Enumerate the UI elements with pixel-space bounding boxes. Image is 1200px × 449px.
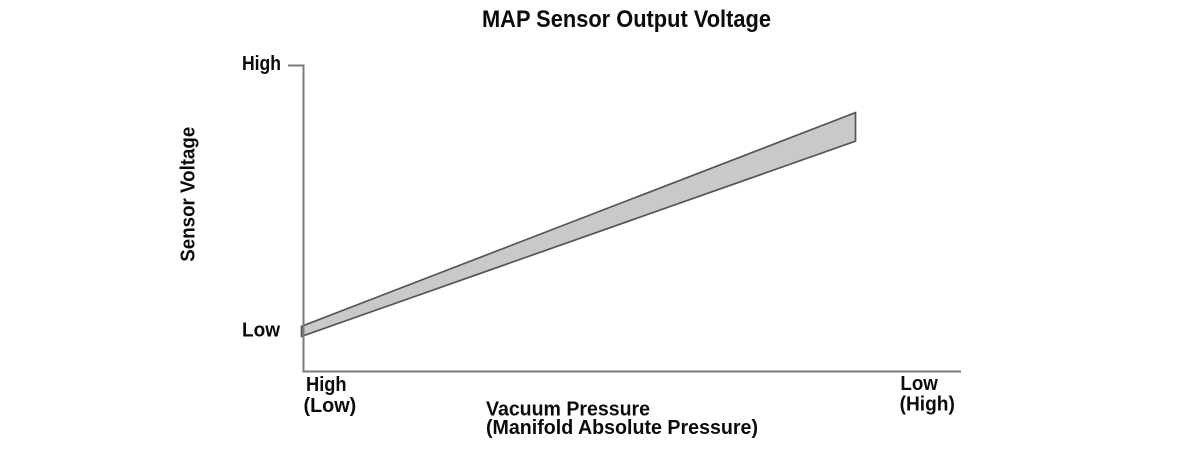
svg-text:Sensor Voltage: Sensor Voltage	[177, 127, 199, 262]
svg-text:MAP Sensor Output Voltage: MAP Sensor Output Voltage	[482, 6, 771, 33]
svg-text:Low: Low	[242, 320, 280, 342]
svg-text:(Manifold Absolute Pressure): (Manifold Absolute Pressure)	[486, 417, 758, 439]
svg-text:High: High	[306, 374, 347, 396]
svg-text:Vacuum Pressure: Vacuum Pressure	[486, 398, 650, 420]
svg-text:(Low): (Low)	[304, 395, 357, 417]
svg-text:High: High	[242, 53, 281, 75]
svg-text:(High): (High)	[900, 393, 955, 415]
svg-text:Low: Low	[900, 373, 938, 395]
